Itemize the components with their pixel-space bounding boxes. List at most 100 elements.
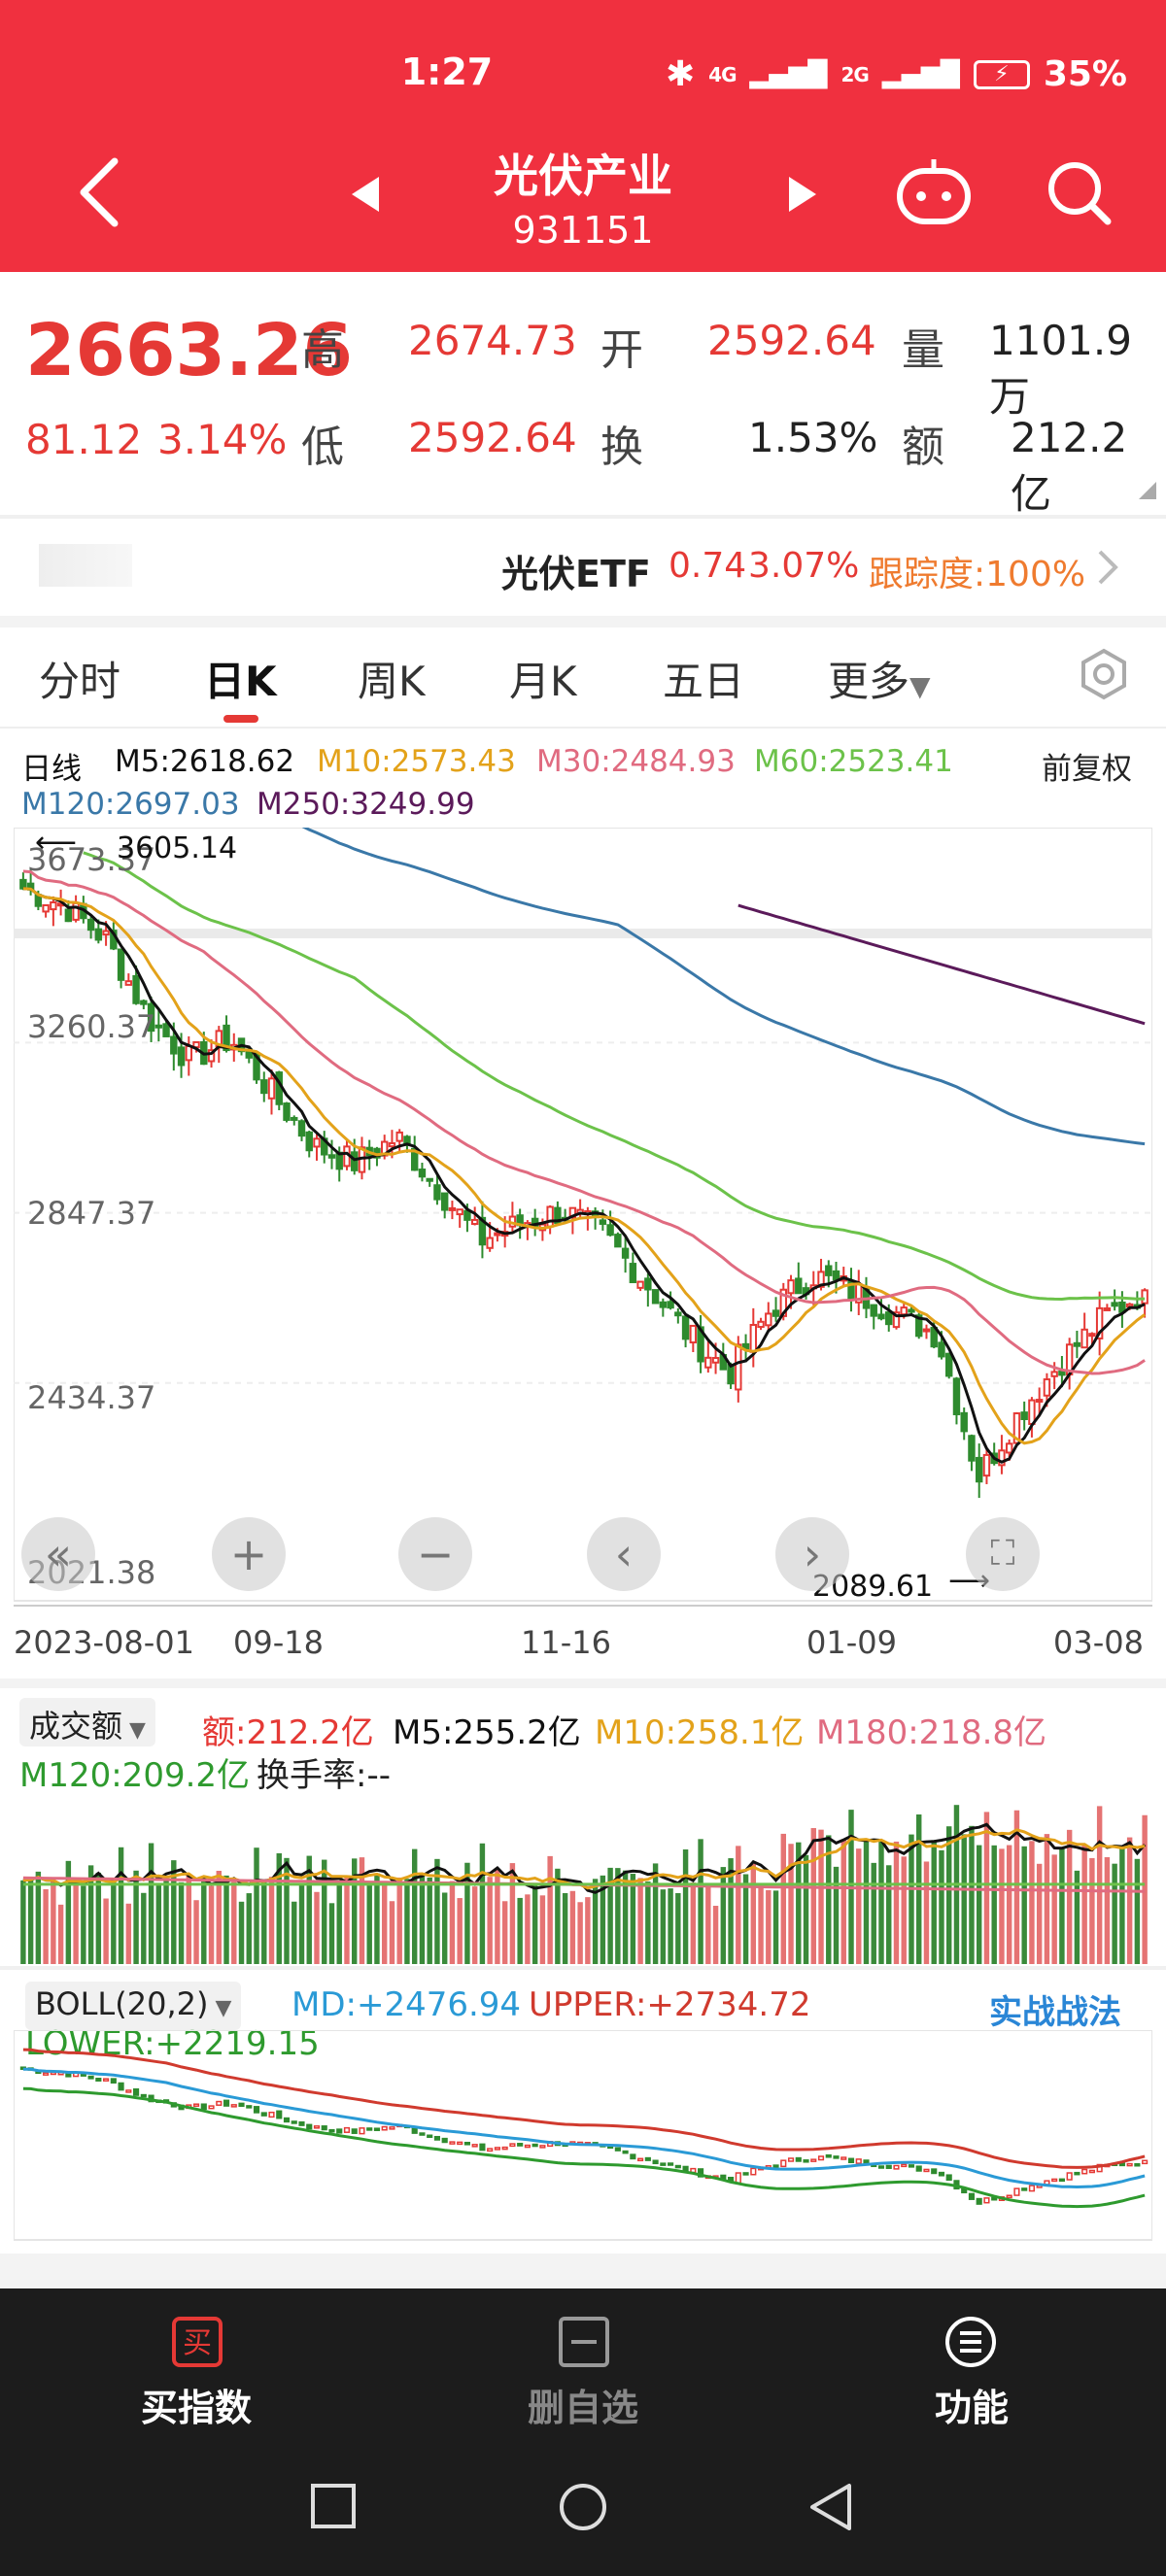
- volume-bar: [690, 1882, 697, 1964]
- legend-m30: M30:2484.93: [536, 744, 736, 779]
- boll-candle: [411, 2127, 418, 2134]
- system-back-icon[interactable]: [806, 2482, 855, 2532]
- settings-icon[interactable]: [1077, 647, 1131, 701]
- boll-candle: [614, 2147, 621, 2152]
- function-button[interactable]: 功能: [934, 2387, 1009, 2429]
- app-header: 1:27 ✱ 4G ▂▄▆█ 2G ▂▄▆█ ⚡ 35% 光伏产业 931151: [0, 0, 1166, 272]
- boll-candle: [772, 2164, 779, 2168]
- tab-monthly-k[interactable]: 月K: [509, 658, 577, 705]
- prev-index-icon[interactable]: [350, 175, 383, 214]
- zoom-out-button[interactable]: −: [398, 1517, 472, 1591]
- volume-bar: [35, 1871, 42, 1964]
- candle-body: [922, 1328, 931, 1333]
- boll-candle: [1051, 2178, 1058, 2183]
- adjust-mode[interactable]: 前复权: [1042, 752, 1132, 787]
- robot-assistant-icon[interactable]: [894, 155, 974, 229]
- volume-bar: [562, 1892, 568, 1964]
- volume-chart[interactable]: [14, 1787, 1152, 1964]
- candle-body: [1020, 1411, 1028, 1420]
- fast-back-button[interactable]: «: [21, 1517, 95, 1591]
- legend-boll-upper: UPPER:+2734.72: [529, 1985, 811, 2024]
- candle-body: [681, 1315, 690, 1340]
- boll-candle: [359, 2127, 365, 2135]
- candle-body: [313, 1137, 321, 1148]
- tab-five-day[interactable]: 五日: [663, 658, 745, 705]
- y-label-2: 3260.37: [27, 1008, 156, 1045]
- scroll-right-button[interactable]: ›: [775, 1517, 849, 1591]
- legend-m10: M10:2573.43: [317, 744, 516, 779]
- home-icon[interactable]: [558, 2482, 608, 2532]
- boll-candle: [276, 2110, 283, 2119]
- expand-corner-icon[interactable]: [1139, 482, 1156, 499]
- volume-bar: [539, 1895, 546, 1964]
- volume-bar: [366, 1883, 372, 1964]
- boll-candle: [501, 2146, 508, 2151]
- boll-candle: [1142, 2159, 1149, 2165]
- kline-chart[interactable]: [14, 828, 1152, 1605]
- volume-bar: [306, 1855, 312, 1964]
- candle-body: [599, 1219, 607, 1225]
- boll-candle: [1126, 2162, 1133, 2167]
- tab-weekly-k[interactable]: 周K: [358, 658, 426, 705]
- candle-body: [94, 928, 103, 941]
- etf-row[interactable]: 光伏ETF 0.74 3.07% 跟踪度:100%: [0, 519, 1166, 616]
- legend-vol-m5: M5:255.2亿: [393, 1713, 581, 1752]
- boll-selector[interactable]: BOLL(20,2) ▼: [25, 1982, 242, 2030]
- candle-body: [787, 1279, 795, 1295]
- volume-bar: [133, 1870, 139, 1964]
- candle-body: [1088, 1333, 1096, 1338]
- candle-body: [674, 1311, 682, 1317]
- svg-text:买: 买: [183, 2326, 212, 2360]
- boll-candle: [901, 2163, 908, 2168]
- boll-candle: [660, 2162, 667, 2166]
- candle-body: [765, 1312, 772, 1327]
- search-icon[interactable]: [1044, 157, 1114, 227]
- tactics-link[interactable]: 实战战法: [989, 1993, 1121, 2032]
- boll-candle: [351, 2128, 358, 2134]
- boll-candle: [1006, 2194, 1012, 2199]
- volume-bar: [585, 1897, 591, 1964]
- battery-icon: ⚡: [973, 59, 1030, 89]
- boll-candle: [1021, 2187, 1028, 2191]
- tab-intraday[interactable]: 分时: [39, 658, 121, 705]
- tab-more[interactable]: 更多▼: [828, 649, 931, 708]
- volume-bar: [712, 1906, 719, 1964]
- candle-body: [395, 1131, 403, 1142]
- candle-body: [418, 1169, 427, 1178]
- candle-body: [297, 1120, 306, 1137]
- candle-body: [433, 1184, 441, 1201]
- boll-candle: [95, 2078, 102, 2082]
- candle-body: [1028, 1399, 1036, 1425]
- boll-candle: [253, 2106, 260, 2114]
- volume-bar: [983, 1812, 990, 1964]
- boll-candle: [487, 2148, 494, 2152]
- back-icon[interactable]: [76, 155, 124, 229]
- candle-body: [426, 1177, 433, 1182]
- candle-body: [938, 1341, 945, 1358]
- candle-body: [749, 1323, 758, 1353]
- volume-selector[interactable]: 成交额 ▼: [19, 1698, 155, 1746]
- volume-selector-label: 成交额: [29, 1708, 123, 1745]
- volume-bar: [705, 1885, 711, 1964]
- candle-body: [975, 1456, 983, 1483]
- fullscreen-button[interactable]: ⛶: [966, 1517, 1040, 1591]
- tab-daily-k[interactable]: 日K: [204, 658, 277, 705]
- boll-chart[interactable]: [14, 2030, 1152, 2242]
- volume-bar: [238, 1901, 245, 1964]
- remove-favorite-button[interactable]: 删自选: [527, 2387, 638, 2429]
- candle-body: [1141, 1289, 1149, 1305]
- scroll-left-button[interactable]: ‹: [587, 1517, 661, 1591]
- legend-boll-md: MD:+2476.94: [292, 1985, 522, 2024]
- boll-candle: [1096, 2163, 1103, 2173]
- candle-body: [1050, 1371, 1058, 1377]
- candle-body: [908, 1308, 915, 1313]
- candle-body: [124, 980, 133, 986]
- boll-candle: [433, 2135, 441, 2141]
- legend-m120: M120:2697.03: [21, 787, 240, 822]
- recent-apps-icon[interactable]: [309, 2482, 358, 2530]
- next-index-icon[interactable]: [785, 175, 818, 214]
- buy-index-button[interactable]: 买指数: [140, 2387, 252, 2429]
- current-price: 2663.26: [25, 309, 354, 392]
- zoom-in-button[interactable]: +: [212, 1517, 286, 1591]
- boll-candle: [976, 2197, 982, 2205]
